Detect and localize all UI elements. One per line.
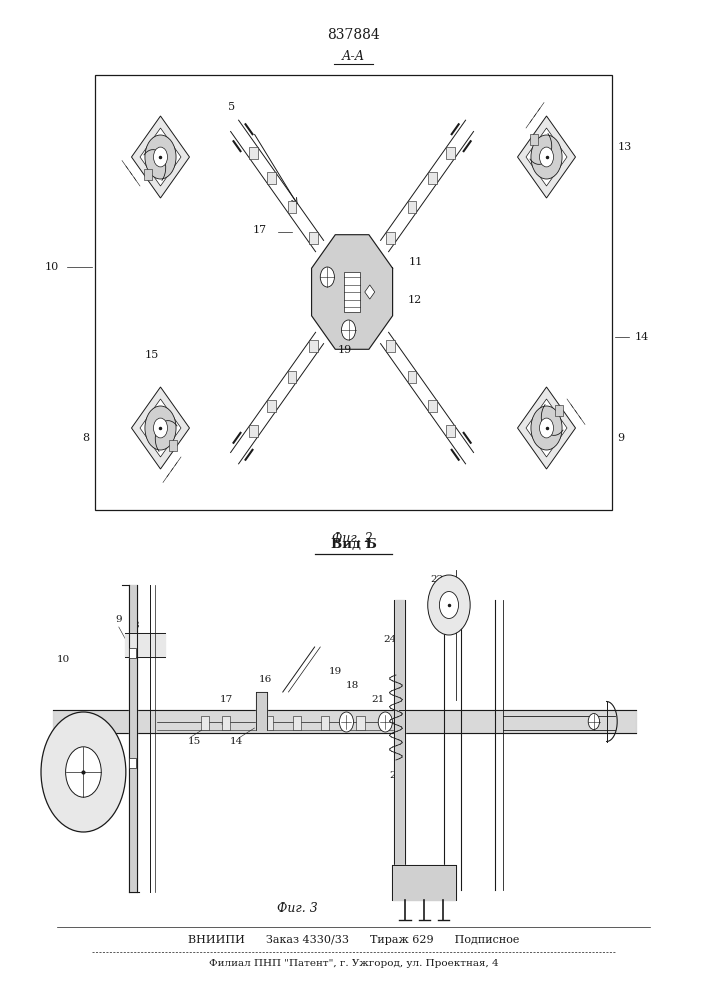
- Polygon shape: [169, 440, 177, 451]
- Bar: [201, 716, 209, 730]
- Circle shape: [378, 712, 392, 732]
- Text: 8: 8: [132, 620, 139, 630]
- Polygon shape: [530, 134, 538, 145]
- Bar: [222, 716, 230, 730]
- Circle shape: [41, 712, 126, 832]
- Bar: [446, 147, 455, 159]
- Text: 17: 17: [220, 696, 233, 704]
- Bar: [267, 172, 276, 184]
- Text: 19: 19: [329, 668, 342, 676]
- Bar: [250, 425, 258, 437]
- Bar: [129, 758, 136, 768]
- Bar: [356, 716, 365, 730]
- Polygon shape: [140, 128, 181, 186]
- Polygon shape: [526, 128, 567, 186]
- Text: 13: 13: [617, 142, 631, 152]
- Text: 21: 21: [372, 696, 385, 704]
- Circle shape: [153, 147, 168, 167]
- Text: 22: 22: [431, 576, 443, 584]
- Bar: [293, 716, 301, 730]
- Bar: [267, 400, 276, 412]
- Bar: [129, 648, 136, 658]
- Bar: [428, 400, 437, 412]
- Bar: [386, 340, 395, 352]
- Text: 12: 12: [407, 295, 421, 305]
- Text: Филиал ПНП "Патент", г. Ужгород, ул. Проектная, 4: Филиал ПНП "Патент", г. Ужгород, ул. Про…: [209, 959, 498, 968]
- Circle shape: [539, 147, 554, 167]
- Bar: [344, 272, 360, 312]
- Polygon shape: [526, 399, 567, 457]
- Text: 17: 17: [253, 225, 267, 235]
- Bar: [310, 340, 318, 352]
- Circle shape: [531, 406, 562, 450]
- Text: 16: 16: [259, 676, 271, 684]
- Text: 14: 14: [635, 332, 649, 342]
- Text: 14: 14: [230, 738, 243, 746]
- Text: Фиг. 3: Фиг. 3: [276, 902, 317, 915]
- Circle shape: [320, 267, 334, 287]
- Text: 8: 8: [83, 433, 90, 443]
- Text: А-А: А-А: [342, 49, 365, 62]
- Text: 5: 5: [228, 102, 235, 112]
- Circle shape: [145, 406, 176, 450]
- Polygon shape: [518, 387, 575, 469]
- Text: 23: 23: [443, 590, 455, 599]
- Circle shape: [531, 135, 562, 179]
- Text: Вид Б: Вид Б: [331, 538, 376, 552]
- Polygon shape: [132, 387, 189, 469]
- Bar: [95, 75, 612, 510]
- Text: 10: 10: [57, 656, 70, 664]
- Circle shape: [66, 747, 101, 797]
- Text: 9: 9: [115, 615, 122, 624]
- Bar: [365, 285, 375, 299]
- Circle shape: [339, 712, 354, 732]
- Text: 13: 13: [63, 766, 76, 774]
- Bar: [386, 232, 395, 244]
- Text: 10: 10: [45, 262, 59, 272]
- Polygon shape: [132, 116, 189, 198]
- Bar: [288, 371, 296, 383]
- Circle shape: [341, 320, 356, 340]
- Circle shape: [145, 135, 176, 179]
- Polygon shape: [518, 116, 575, 198]
- Polygon shape: [144, 169, 152, 180]
- Text: 20: 20: [390, 770, 402, 780]
- Circle shape: [588, 714, 600, 730]
- Text: 19: 19: [338, 345, 352, 355]
- Circle shape: [428, 575, 470, 635]
- Bar: [288, 201, 296, 213]
- Bar: [408, 201, 416, 213]
- Circle shape: [539, 418, 554, 438]
- Bar: [264, 716, 273, 730]
- Text: ВНИИПИ      Заказ 4330/33      Тираж 629      Подписное: ВНИИПИ Заказ 4330/33 Тираж 629 Подписное: [188, 935, 519, 945]
- Text: 15: 15: [145, 350, 159, 360]
- Text: 9: 9: [617, 433, 624, 443]
- Text: Фиг. 2: Фиг. 2: [332, 532, 373, 545]
- Bar: [408, 371, 416, 383]
- Circle shape: [153, 418, 168, 438]
- Polygon shape: [312, 235, 392, 349]
- Circle shape: [439, 591, 459, 618]
- Text: 11: 11: [409, 257, 423, 267]
- Bar: [310, 232, 318, 244]
- Bar: [250, 147, 258, 159]
- Polygon shape: [555, 405, 563, 416]
- Polygon shape: [140, 399, 181, 457]
- Text: 18: 18: [346, 680, 358, 690]
- Bar: [321, 716, 329, 730]
- Bar: [428, 172, 437, 184]
- Text: 15: 15: [188, 738, 201, 746]
- Text: 24: 24: [384, 636, 397, 645]
- Text: 837884: 837884: [327, 28, 380, 42]
- Bar: [446, 425, 455, 437]
